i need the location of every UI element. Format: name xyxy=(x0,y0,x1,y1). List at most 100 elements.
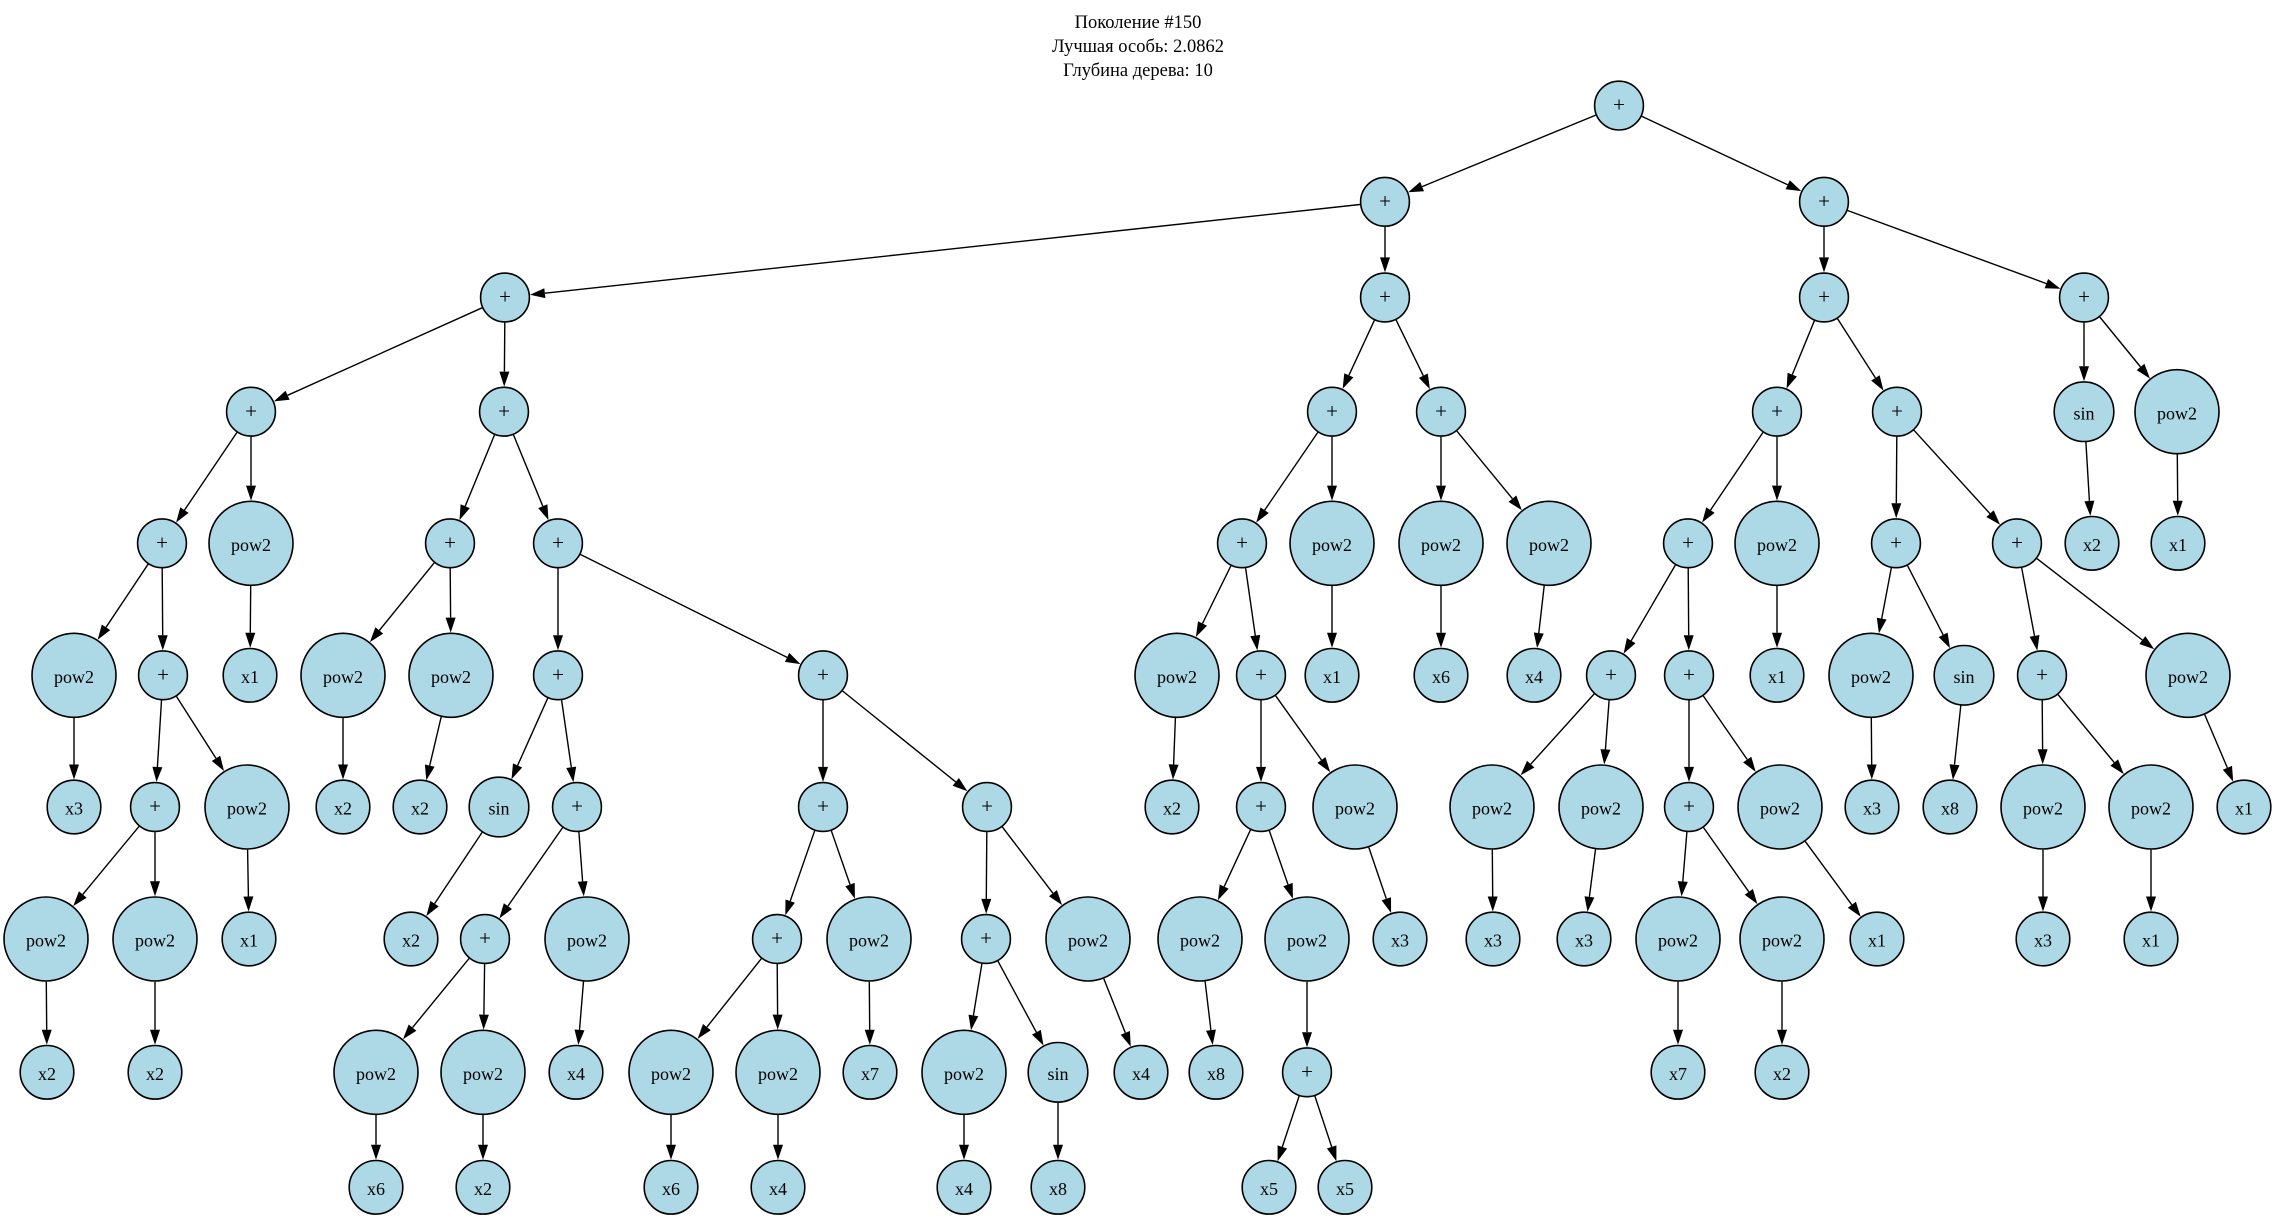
svg-text:+: + xyxy=(1890,530,1902,554)
svg-text:x2: x2 xyxy=(38,1064,56,1084)
svg-text:+: + xyxy=(444,530,456,554)
svg-text:+: + xyxy=(2036,662,2048,686)
svg-text:pow2: pow2 xyxy=(2168,667,2208,687)
svg-text:x1: x1 xyxy=(241,667,259,687)
svg-text:+: + xyxy=(1683,662,1695,686)
svg-text:pow2: pow2 xyxy=(2157,403,2197,423)
svg-text:x8: x8 xyxy=(1049,1179,1067,1199)
svg-text:+: + xyxy=(245,399,257,423)
svg-text:sin: sin xyxy=(488,799,509,819)
svg-text:x6: x6 xyxy=(662,1179,680,1199)
svg-text:x4: x4 xyxy=(1132,1064,1150,1084)
svg-text:pow2: pow2 xyxy=(1287,931,1327,951)
svg-text:x2: x2 xyxy=(1163,799,1181,819)
svg-text:x7: x7 xyxy=(861,1064,879,1084)
svg-text:+: + xyxy=(1379,189,1391,213)
svg-text:pow2: pow2 xyxy=(944,1064,984,1084)
svg-text:x3: x3 xyxy=(1391,931,1409,951)
svg-text:+: + xyxy=(1301,1059,1313,1083)
svg-text:+: + xyxy=(1255,794,1267,818)
svg-text:pow2: pow2 xyxy=(431,667,471,687)
svg-text:pow2: pow2 xyxy=(356,1064,396,1084)
svg-text:+: + xyxy=(2078,285,2090,309)
svg-text:x7: x7 xyxy=(1669,1064,1687,1084)
svg-text:x1: x1 xyxy=(1323,667,1341,687)
svg-text:+: + xyxy=(1891,399,1903,423)
svg-text:x8: x8 xyxy=(1941,799,1959,819)
svg-text:pow2: pow2 xyxy=(849,931,889,951)
svg-text:x8: x8 xyxy=(1207,1064,1225,1084)
svg-text:+: + xyxy=(1613,93,1625,117)
svg-text:+: + xyxy=(498,399,510,423)
svg-text:pow2: pow2 xyxy=(1757,535,1797,555)
svg-text:x2: x2 xyxy=(411,799,429,819)
svg-text:x2: x2 xyxy=(334,799,352,819)
svg-text:x4: x4 xyxy=(1525,667,1543,687)
svg-text:+: + xyxy=(1683,794,1695,818)
svg-text:+: + xyxy=(1818,285,1830,309)
svg-text:x3: x3 xyxy=(1575,931,1593,951)
svg-text:x1: x1 xyxy=(1768,667,1786,687)
svg-text:+: + xyxy=(2011,530,2023,554)
svg-text:x3: x3 xyxy=(2034,931,2052,951)
svg-text:x5: x5 xyxy=(1336,1179,1354,1199)
svg-text:+: + xyxy=(156,530,168,554)
svg-text:sin: sin xyxy=(1047,1064,1068,1084)
svg-text:x3: x3 xyxy=(65,799,83,819)
svg-text:+: + xyxy=(157,662,169,686)
svg-text:x4: x4 xyxy=(567,1064,585,1084)
svg-text:pow2: pow2 xyxy=(1472,799,1512,819)
svg-text:+: + xyxy=(479,926,491,950)
svg-text:pow2: pow2 xyxy=(1762,931,1802,951)
svg-text:+: + xyxy=(981,794,993,818)
svg-text:pow2: pow2 xyxy=(1312,535,1352,555)
svg-text:sin: sin xyxy=(1953,667,1974,687)
svg-text:+: + xyxy=(1682,530,1694,554)
svg-text:Глубина дерева: 10: Глубина дерева: 10 xyxy=(1063,61,1213,81)
svg-text:pow2: pow2 xyxy=(231,535,271,555)
svg-text:+: + xyxy=(1435,399,1447,423)
svg-text:pow2: pow2 xyxy=(463,1064,503,1084)
svg-text:pow2: pow2 xyxy=(227,799,267,819)
svg-text:x1: x1 xyxy=(240,931,258,951)
svg-text:+: + xyxy=(1605,662,1617,686)
svg-text:x6: x6 xyxy=(367,1179,385,1199)
svg-text:+: + xyxy=(1771,399,1783,423)
svg-text:pow2: pow2 xyxy=(323,667,363,687)
svg-text:x1: x1 xyxy=(1868,931,1886,951)
svg-text:pow2: pow2 xyxy=(1335,799,1375,819)
svg-text:pow2: pow2 xyxy=(135,931,175,951)
svg-text:+: + xyxy=(1326,399,1338,423)
svg-text:x1: x1 xyxy=(2142,931,2160,951)
svg-text:x1: x1 xyxy=(2169,535,2187,555)
svg-text:+: + xyxy=(980,926,992,950)
svg-text:+: + xyxy=(499,285,511,309)
svg-text:pow2: pow2 xyxy=(1581,799,1621,819)
svg-text:pow2: pow2 xyxy=(1068,931,1108,951)
svg-text:x2: x2 xyxy=(474,1179,492,1199)
svg-text:+: + xyxy=(1255,662,1267,686)
svg-text:x4: x4 xyxy=(769,1179,787,1199)
svg-text:+: + xyxy=(1818,189,1830,213)
svg-text:+: + xyxy=(149,794,161,818)
svg-text:pow2: pow2 xyxy=(54,667,94,687)
svg-text:+: + xyxy=(1379,285,1391,309)
svg-text:+: + xyxy=(1236,530,1248,554)
svg-text:+: + xyxy=(552,662,564,686)
svg-text:x1: x1 xyxy=(2235,799,2253,819)
svg-text:pow2: pow2 xyxy=(758,1064,798,1084)
svg-text:pow2: pow2 xyxy=(26,931,66,951)
svg-text:x2: x2 xyxy=(146,1064,164,1084)
svg-text:+: + xyxy=(817,794,829,818)
svg-text:Лучшая особь: 2.0862: Лучшая особь: 2.0862 xyxy=(1052,37,1224,57)
svg-text:pow2: pow2 xyxy=(1658,931,1698,951)
svg-text:Поколение #150: Поколение #150 xyxy=(1075,13,1202,33)
svg-text:pow2: pow2 xyxy=(1421,535,1461,555)
svg-text:x5: x5 xyxy=(1260,1179,1278,1199)
svg-text:pow2: pow2 xyxy=(1180,931,1220,951)
svg-text:+: + xyxy=(571,794,583,818)
svg-text:pow2: pow2 xyxy=(1760,799,1800,819)
svg-text:pow2: pow2 xyxy=(2023,799,2063,819)
svg-text:x6: x6 xyxy=(1432,667,1450,687)
svg-text:x2: x2 xyxy=(402,931,420,951)
